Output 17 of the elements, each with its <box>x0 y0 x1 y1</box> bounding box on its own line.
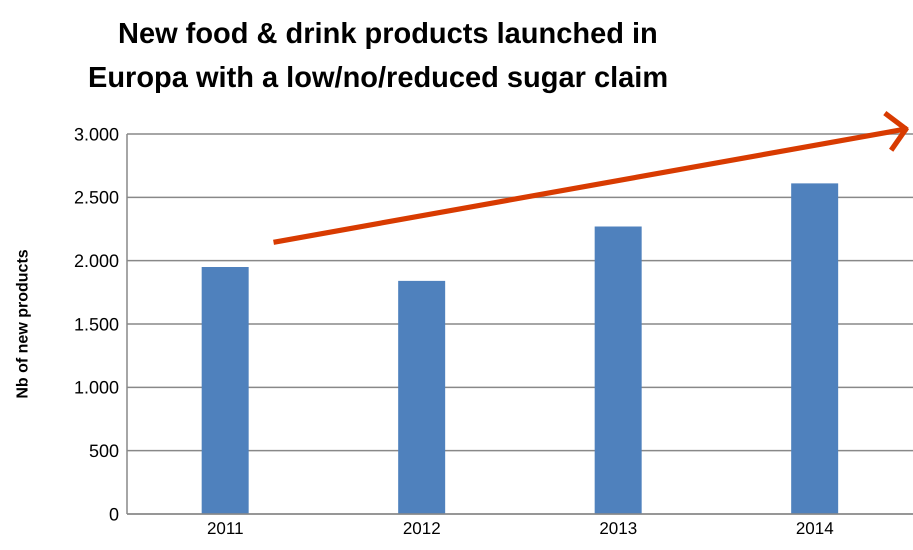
bar <box>202 267 249 514</box>
y-tick-label: 500 <box>88 441 119 462</box>
chart-title: New food & drink products launched in Europa with a low/no/reduced sugar claim <box>88 17 670 96</box>
x-tick-label: 2012 <box>402 519 441 538</box>
bar <box>594 226 642 514</box>
y-tick-label: 1.000 <box>74 378 119 398</box>
x-tick-label: 2013 <box>599 519 638 538</box>
bar <box>791 183 838 514</box>
y-tick-label: 3.000 <box>74 124 119 144</box>
y-tick-label: 1.500 <box>74 314 119 334</box>
y-tick-label: 2.000 <box>74 251 119 272</box>
x-tick-label: 2011 <box>206 519 244 538</box>
y-tick-label: 0 <box>108 504 119 524</box>
y-axis-title: Nb of new products <box>14 249 32 399</box>
bar <box>398 280 446 514</box>
x-tick-label: 2014 <box>796 519 834 538</box>
y-tick-label: 2.500 <box>74 188 119 208</box>
